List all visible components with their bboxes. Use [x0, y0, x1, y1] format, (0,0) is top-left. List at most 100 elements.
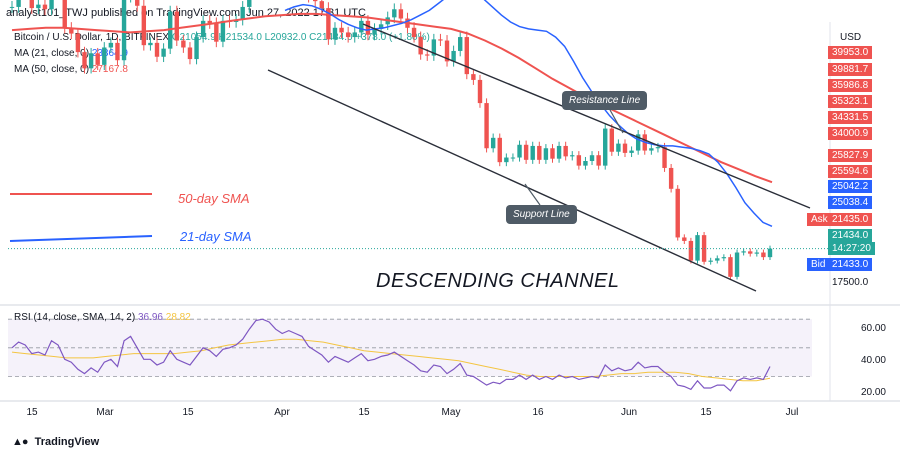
- candle-body: [220, 20, 226, 42]
- candle-body: [477, 79, 483, 104]
- candle-body: [69, 27, 74, 34]
- candle-body: [464, 37, 469, 75]
- candle-body: [194, 37, 199, 60]
- sma21-label: 21-day SMA: [180, 229, 252, 244]
- rsi-legend-label: RSI (14, close, SMA, 14, 2): [14, 312, 136, 323]
- candle-body: [622, 143, 628, 153]
- candle-body: [523, 144, 529, 160]
- price-axis-label: 34000.9: [828, 127, 873, 140]
- candle-body: [319, 1, 324, 9]
- bar-countdown: 14:27:20: [828, 242, 875, 255]
- tradingview-footer[interactable]: ▲● TradingView: [12, 436, 99, 448]
- rsi-tick-20: 20.00: [860, 387, 886, 398]
- candle-body: [141, 5, 147, 46]
- candle-body: [695, 235, 700, 261]
- rsi-legend-sma: 28.82: [165, 312, 191, 323]
- x-tick-jun15: 15: [700, 407, 712, 418]
- candle-body: [543, 148, 549, 160]
- x-tick-apr15: 15: [358, 407, 370, 418]
- legend-ma21-label: MA (21, close, 0): [14, 48, 90, 59]
- legend-ma21-row: MA (21, close, 0) 23364.9: [14, 48, 128, 59]
- support-line-label: Support Line: [506, 205, 577, 224]
- price-axis-label: 25594.6: [828, 165, 873, 178]
- candle-body: [411, 27, 417, 38]
- legend-symbol-row: Bitcoin / U.S. Dollar, 1D, BITFINEX O210…: [14, 32, 430, 43]
- candle-body: [16, 0, 21, 7]
- price-axis-label: 35986.8: [828, 79, 873, 92]
- candle-body: [728, 257, 733, 277]
- candle-body: [88, 53, 94, 69]
- candle-body: [95, 53, 100, 65]
- candle-body: [102, 47, 107, 65]
- candle-body: [359, 20, 364, 33]
- price-axis-label: 39881.7: [828, 63, 873, 76]
- ask-label: Ask: [807, 213, 832, 226]
- support-trendline: [267, 69, 757, 292]
- candle-body: [629, 150, 634, 153]
- x-tick-may16: 16: [532, 407, 544, 418]
- candle-body: [135, 0, 140, 6]
- candle-body: [682, 237, 687, 241]
- candle-body: [530, 145, 535, 160]
- candle-body: [583, 161, 588, 166]
- candle-body: [616, 143, 621, 152]
- candle-body: [313, 0, 318, 2]
- candle-body: [332, 27, 338, 40]
- candle-body: [174, 11, 179, 41]
- ask-price-tag: 21435.0: [828, 213, 873, 226]
- candle-body: [425, 54, 430, 56]
- x-tick-mar: Mar: [96, 407, 114, 418]
- candle-body: [754, 252, 760, 254]
- candle-body: [161, 48, 166, 57]
- last-price-tag: 21434.0: [828, 229, 873, 242]
- candle-body: [609, 128, 615, 152]
- currency-label[interactable]: USD: [840, 32, 862, 43]
- candle-body: [741, 251, 746, 253]
- candle-body: [108, 42, 114, 48]
- candle-body: [603, 128, 608, 166]
- legend-ma50-value: 27167.8: [91, 64, 128, 75]
- tradingview-logo-icon: ▲●: [12, 436, 29, 448]
- rsi-legend-value: 36.96: [137, 312, 163, 323]
- rsi-legend: RSI (14, close, SMA, 14, 2) 36.96 28.82: [14, 312, 191, 323]
- candle-body: [563, 145, 568, 157]
- bid-label: Bid: [807, 258, 830, 271]
- candle-body: [82, 52, 87, 69]
- tradingview-footer-text: TradingView: [34, 436, 100, 448]
- candle-body: [734, 252, 740, 277]
- candle-body: [75, 33, 81, 53]
- candle-body: [49, 0, 54, 10]
- candle-body: [748, 251, 753, 254]
- candle-body: [556, 145, 562, 159]
- candle-body: [365, 20, 371, 35]
- candle-body: [458, 37, 463, 51]
- candle-body: [398, 9, 404, 19]
- candle-body: [121, 0, 127, 61]
- legend-ma50-label: MA (50, close, 0): [14, 64, 90, 75]
- candle-body: [431, 39, 437, 56]
- legend-ohlc: O21054.9 H21534.0 L20932.0 C21434.0 +378…: [171, 32, 430, 43]
- candle-body: [497, 137, 502, 163]
- candle-body: [504, 157, 509, 163]
- candle-body: [207, 20, 212, 24]
- candle-body: [635, 134, 641, 151]
- legend-symbol: Bitcoin / U.S. Dollar, 1D, BITFINEX: [14, 32, 170, 43]
- candle-body: [181, 40, 186, 48]
- candle-body: [550, 148, 555, 159]
- candle-body: [510, 157, 516, 159]
- candle-body: [662, 147, 667, 168]
- candle-body: [36, 4, 41, 9]
- candle-body: [247, 0, 252, 7]
- candle-body: [372, 28, 377, 35]
- candle-body: [721, 257, 727, 259]
- candle-body: [148, 42, 153, 46]
- candle-body: [378, 24, 384, 29]
- legend-ma50-row: MA (50, close, 0) 27167.8: [14, 64, 128, 75]
- candle-body: [761, 252, 766, 258]
- price-axis-label: 17500.0: [832, 277, 869, 288]
- candle-body: [708, 260, 713, 262]
- price-axis-label: 39953.0: [828, 46, 873, 59]
- candle-body: [214, 23, 219, 42]
- candle-body: [240, 6, 245, 20]
